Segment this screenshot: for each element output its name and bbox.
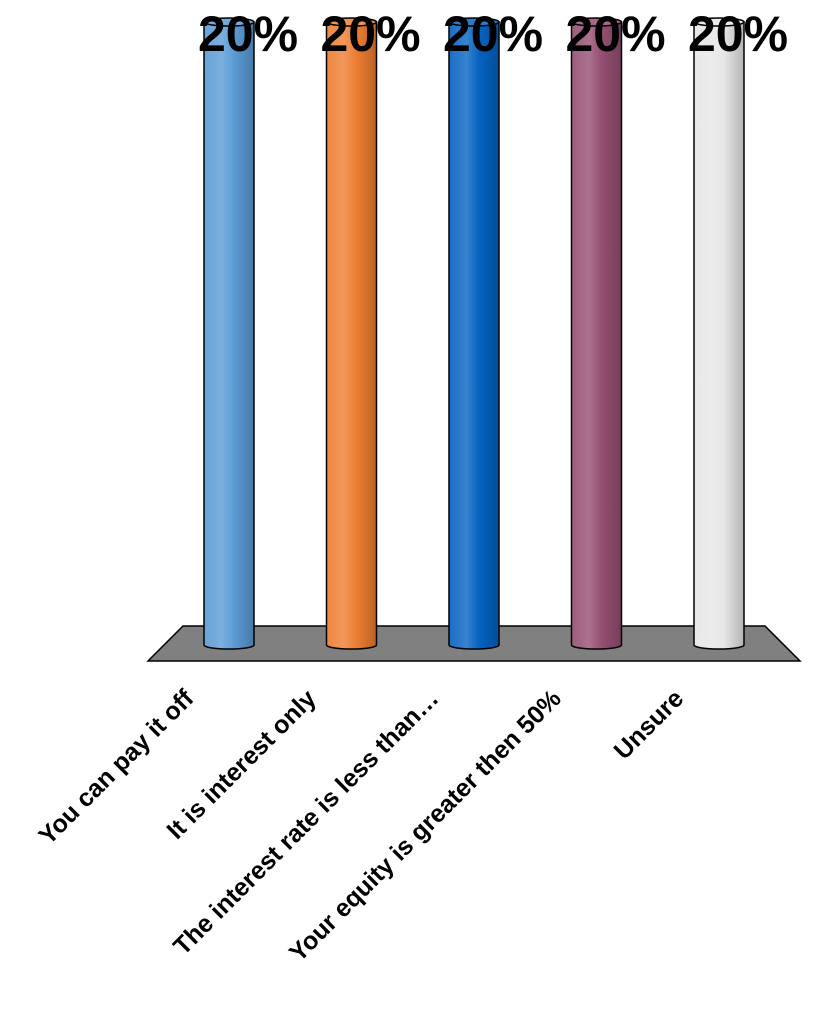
bar [693,17,745,650]
bar [448,17,500,650]
bar-body [203,21,255,650]
data-label: 20% [688,6,788,62]
data-label: 20% [320,6,420,62]
category-label: The interest rate is less than… [168,684,444,960]
bar-body [570,21,623,650]
bar [203,17,255,650]
data-label: 20% [443,6,543,62]
bar-top-cap [570,17,623,27]
bar-top-cap [448,17,500,27]
bar [325,17,378,650]
bar [570,17,623,650]
data-label: 20% [565,6,665,62]
category-label: Unsure [609,684,690,765]
data-label: 20% [198,6,298,62]
category-label: Your equity is greater then 50% [284,684,567,967]
bar-body [448,21,500,650]
bar-top-cap [203,17,255,27]
bar-body [325,21,378,650]
bar-body [693,21,745,650]
bar-top-cap [693,17,745,27]
bar-top-cap [325,17,378,27]
